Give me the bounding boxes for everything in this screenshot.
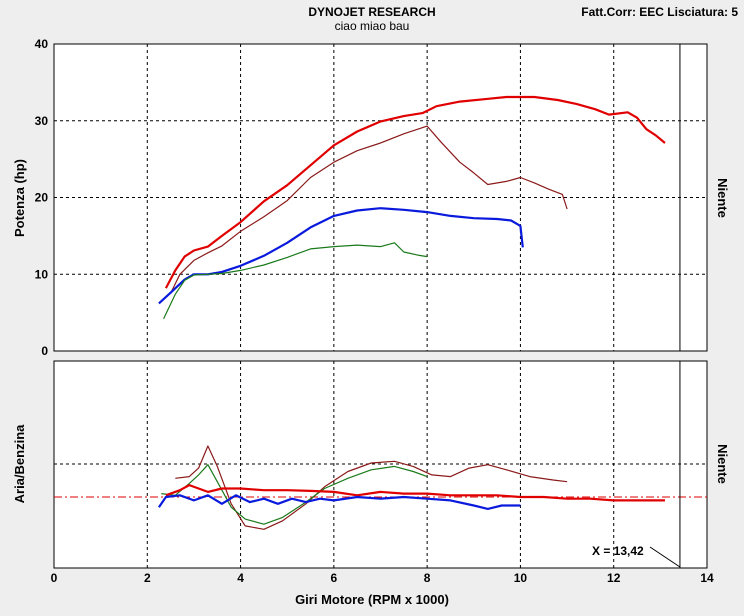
afr-series-line-4 <box>157 494 521 510</box>
x-tick-label: 4 <box>237 571 244 585</box>
power-right-label: Niente <box>715 178 730 218</box>
cursor-readout: X = 13,42 <box>592 544 644 558</box>
power-y-tick-label: 10 <box>35 267 49 281</box>
x-tick-label: 14 <box>700 571 714 585</box>
x-axis-ticks: 0 2 4 6 8 10 12 14 <box>51 571 714 585</box>
x-tick-label: 6 <box>331 571 338 585</box>
rpm-cursor[interactable] <box>649 44 681 568</box>
x-tick-label: 8 <box>424 571 431 585</box>
power-series-line-2 <box>170 125 568 294</box>
power-series <box>158 95 666 320</box>
x-tick-label: 12 <box>607 571 621 585</box>
x-tick-label: 2 <box>144 571 151 585</box>
chart-subtitle: ciao miao bau <box>335 19 410 33</box>
power-y-tick-label: 0 <box>41 344 48 358</box>
power-y-tick-label: 20 <box>35 191 49 205</box>
chart-title: DYNOJET RESEARCH <box>308 5 435 19</box>
correction-info: Fatt.Corr: EEC Lisciatura: 5 <box>581 5 738 19</box>
x-tick-label: 0 <box>51 571 58 585</box>
afr-series-line-3 <box>165 484 665 502</box>
afr-series-line-1 <box>175 445 568 530</box>
afr-grid <box>54 361 707 568</box>
power-series-line-1 <box>164 95 666 289</box>
afr-y-label: Aria/Benzina <box>12 424 27 504</box>
x-axis-label: Giri Motore (RPM x 1000) <box>295 592 449 607</box>
power-y-tick-label: 40 <box>35 37 49 51</box>
power-y-label: Potenza (hp) <box>12 159 27 237</box>
cursor-leader <box>649 546 681 568</box>
afr-right-label: Niente <box>715 444 730 484</box>
afr-series-line-2 <box>161 464 428 525</box>
power-y-tick-label: 30 <box>35 114 49 128</box>
x-tick-label: 10 <box>514 571 528 585</box>
power-y-ticks: 0 10 20 30 40 <box>35 37 49 358</box>
power-series-line-4 <box>163 242 428 320</box>
afr-series <box>157 445 665 530</box>
